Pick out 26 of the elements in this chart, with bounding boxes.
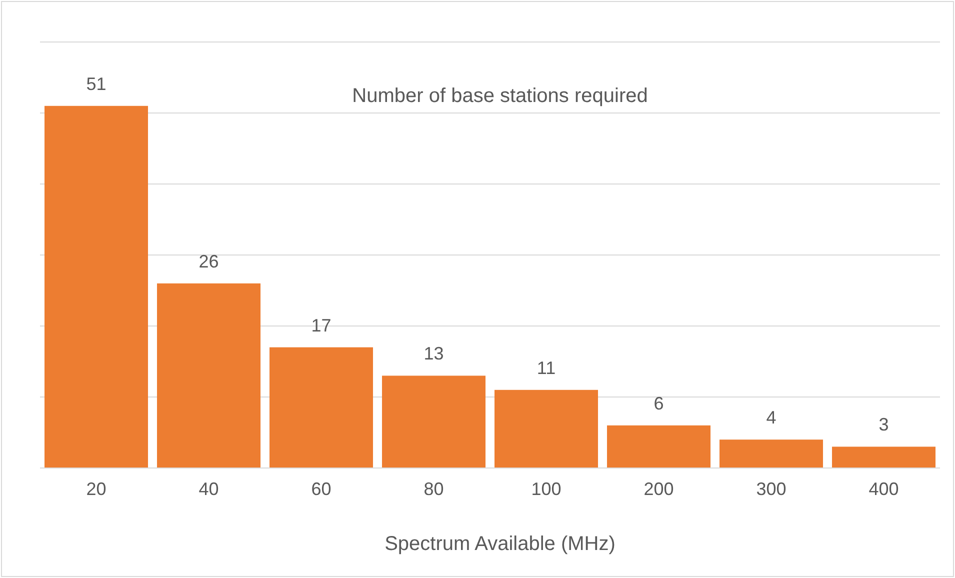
bar — [607, 425, 710, 468]
x-tick-label: 80 — [424, 478, 444, 499]
bar — [832, 446, 936, 468]
bar — [270, 347, 373, 468]
x-tick-label: 200 — [644, 478, 674, 499]
x-tick-label: 60 — [311, 478, 332, 499]
x-axis-title: Spectrum Available (MHz) — [384, 533, 616, 555]
x-tick-label: 300 — [756, 478, 786, 499]
data-label: 13 — [424, 344, 444, 364]
data-label: 26 — [198, 251, 219, 272]
data-label: 6 — [654, 393, 664, 414]
bar — [157, 283, 260, 468]
data-label: 3 — [878, 414, 889, 435]
data-label: 11 — [536, 358, 556, 378]
data-label: 17 — [311, 315, 332, 336]
text: Number of base stations required — [352, 85, 648, 107]
bar — [494, 390, 598, 468]
data-label: 51 — [86, 74, 106, 94]
bar — [720, 440, 823, 468]
bar — [44, 106, 148, 468]
x-tick-label: 400 — [868, 478, 899, 499]
x-tick-label: 20 — [86, 478, 106, 499]
x-tick-label: 100 — [531, 478, 562, 499]
x-tick-label: 40 — [198, 478, 219, 499]
data-label: 4 — [766, 408, 776, 428]
bar — [382, 376, 486, 468]
